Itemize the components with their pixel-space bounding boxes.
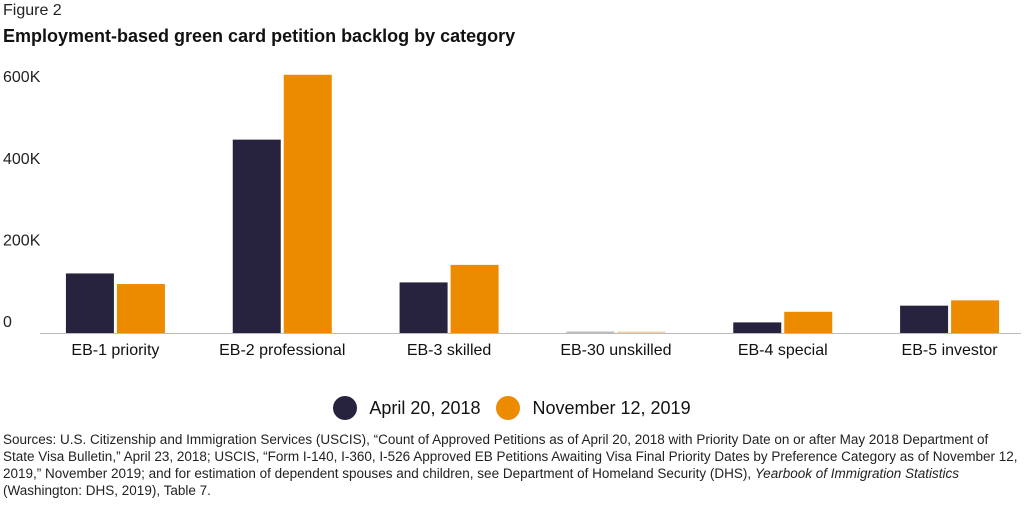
legend-item-2019: November 12, 2019: [496, 396, 691, 420]
legend: April 20, 2018 November 12, 2019: [0, 396, 1024, 420]
x-tick-label: EB-4 special: [738, 342, 828, 359]
bar-2019-eb-1-priority: [116, 284, 165, 333]
bar-2018-eb-3-skilled: [399, 282, 448, 333]
bar-2018-eb-2-professional: [232, 139, 281, 333]
x-tick-label: EB-1 priority: [71, 342, 159, 359]
x-tick-label: EB-3 skilled: [407, 342, 491, 359]
sources-italic-title: Yearbook of Immigration Statistics: [754, 466, 960, 481]
bar-2019-eb-2-professional: [283, 74, 332, 334]
bar-2019-eb-30-unskilled: [617, 331, 666, 333]
legend-label-2019: November 12, 2019: [532, 397, 691, 418]
legend-swatch-2018: [333, 396, 358, 420]
legend-label-2018: April 20, 2018: [369, 397, 481, 418]
bar-2019-eb-3-skilled: [450, 264, 499, 333]
x-tick-label: EB-2 professional: [219, 342, 345, 359]
chart-title: Employment-based green card petition bac…: [3, 26, 516, 46]
y-tick-label: 400K: [3, 151, 41, 168]
bar-2018-eb-4-special: [733, 322, 782, 333]
sources-text: Sources: U.S. Citizenship and Immigratio…: [3, 432, 1018, 481]
bar-chart: 0 200K 400K 600K EB-1 priority EB-2 professio…: [3, 69, 1021, 359]
legend-swatch-2019: [496, 396, 521, 420]
bar-2018-eb-5-investor: [900, 305, 949, 333]
sources-text-end: (Washington: DHS, 2019), Table 7.: [3, 483, 211, 498]
y-tick-label: 0: [3, 314, 12, 331]
bar-2019-eb-4-special: [784, 311, 833, 333]
bar-2018-eb-30-unskilled: [566, 331, 615, 333]
x-tick-label: EB-30 unskilled: [560, 342, 671, 359]
bar-2018-eb-1-priority: [65, 273, 114, 333]
y-tick-label: 200K: [3, 232, 41, 249]
legend-item-2018: April 20, 2018: [333, 396, 480, 420]
sources-note: Sources: U.S. Citizenship and Immigratio…: [3, 431, 1019, 499]
figure-label: Figure 2: [3, 2, 62, 19]
x-tick-label: EB-5 investor: [902, 342, 999, 359]
y-tick-label: 600K: [3, 69, 41, 86]
bar-2019-eb-5-investor: [951, 300, 1000, 333]
